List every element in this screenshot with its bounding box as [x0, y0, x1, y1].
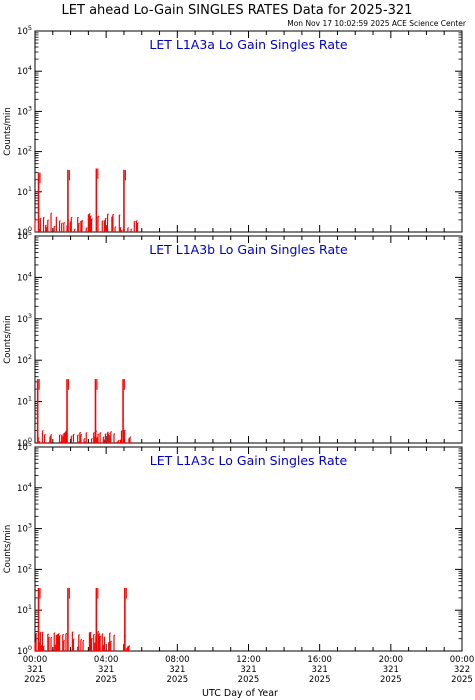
- y-tick-label: 105: [17, 440, 32, 453]
- generation-timestamp: Mon Nov 17 10:02:59 2025 ACE Science Cen…: [287, 19, 467, 28]
- plot-frame: [34, 30, 463, 233]
- y-tick-label: 100: [17, 436, 32, 449]
- y-tick-label: 105: [17, 229, 32, 242]
- y-tick-label: 103: [17, 104, 32, 117]
- y-tick-label: 103: [17, 312, 32, 325]
- y-tick-label: 102: [17, 562, 32, 575]
- plot-frame: [34, 446, 463, 652]
- chart-panel: LET L1A3c Lo Gain Singles Rate Counts/min…: [3, 440, 463, 657]
- x-tick-label-year: 2025: [24, 675, 46, 685]
- x-tick-label-time: 20:00: [379, 655, 404, 665]
- panel-title: LET L1A3c Lo Gain Singles Rate: [150, 453, 348, 468]
- x-tick-label-doy: 321: [27, 665, 43, 675]
- y-tick-label: 102: [17, 145, 32, 158]
- y-axis-label: Counts/min: [3, 107, 13, 156]
- y-tick-label: 100: [17, 225, 32, 238]
- y-tick-label: 104: [17, 270, 32, 283]
- x-tick-label-doy: 322: [454, 665, 470, 675]
- y-tick-label: 104: [17, 481, 32, 494]
- chart-panel: LET L1A3a Lo Gain Singles Rate Counts/min…: [3, 24, 463, 238]
- x-tick-label-doy: 321: [169, 665, 185, 675]
- y-tick-label: 104: [17, 64, 32, 77]
- x-tick-label-year: 2025: [451, 675, 473, 685]
- x-tick-label-time: 04:00: [94, 655, 119, 665]
- x-axis-title: UTC Day of Year: [202, 688, 278, 699]
- y-tick-label: 105: [17, 24, 32, 37]
- x-tick-label-time: 00:00: [450, 655, 475, 665]
- y-axis-label: Counts/min: [3, 315, 13, 364]
- y-tick-label: 102: [17, 353, 32, 366]
- plot-frame: [34, 235, 463, 444]
- y-tick-label: 103: [17, 522, 32, 535]
- x-tick-label-doy: 321: [98, 665, 114, 675]
- panels: LET L1A3a Lo Gain Singles Rate Counts/min…: [3, 24, 463, 657]
- panel-title: LET L1A3a Lo Gain Singles Rate: [149, 37, 347, 52]
- x-tick-label-time: 08:00: [165, 655, 190, 665]
- x-tick-label-time: 00:00: [23, 655, 48, 665]
- y-tick-label: 101: [17, 395, 32, 408]
- x-tick-label-doy: 321: [383, 665, 399, 675]
- x-tick-label-year: 2025: [95, 675, 117, 685]
- panel-title: LET L1A3b Lo Gain Singles Rate: [149, 242, 348, 257]
- x-axis-labels: 00:00321202504:00321202508:00321202512:0…: [23, 655, 475, 685]
- x-tick-label-time: 12:00: [236, 655, 261, 665]
- figure-title: LET ahead Lo-Gain SINGLES RATES Data for…: [62, 3, 413, 18]
- y-tick-label: 100: [17, 644, 32, 657]
- x-tick-label-year: 2025: [309, 675, 331, 685]
- x-tick-label-year: 2025: [380, 675, 402, 685]
- x-tick-label-time: 16:00: [307, 655, 332, 665]
- y-axis-label: Counts/min: [3, 525, 13, 574]
- y-tick-label: 101: [17, 185, 32, 198]
- y-tick-label: 101: [17, 603, 32, 616]
- chart-panel: LET L1A3b Lo Gain Singles Rate Counts/min…: [3, 229, 463, 449]
- x-tick-label-doy: 321: [240, 665, 256, 675]
- x-tick-label-year: 2025: [238, 675, 260, 685]
- x-tick-label-doy: 321: [312, 665, 328, 675]
- x-tick-label-year: 2025: [167, 675, 189, 685]
